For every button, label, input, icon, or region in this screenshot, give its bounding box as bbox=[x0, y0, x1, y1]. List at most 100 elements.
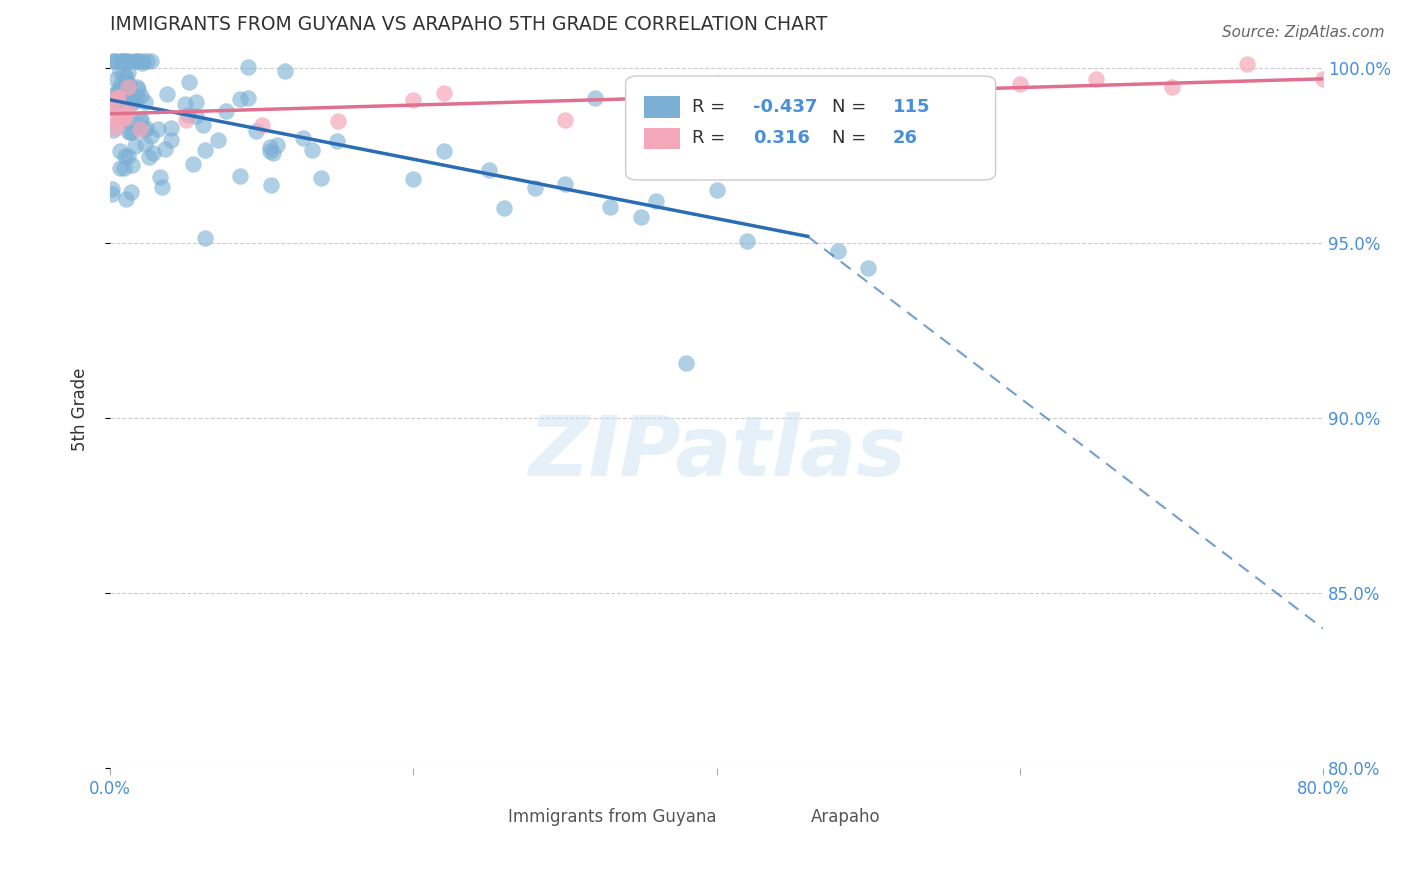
Point bbox=[291, 131, 314, 145]
Point bbox=[554, 177, 576, 191]
Point bbox=[583, 91, 606, 105]
Point bbox=[114, 70, 136, 85]
Text: R =: R = bbox=[692, 129, 731, 147]
Point bbox=[1236, 57, 1258, 71]
Point bbox=[104, 72, 127, 87]
Point bbox=[325, 135, 347, 149]
Point bbox=[139, 129, 162, 144]
Bar bbox=[644, 96, 681, 118]
Point bbox=[494, 201, 516, 215]
Point bbox=[599, 200, 621, 214]
Point bbox=[266, 137, 288, 152]
Point bbox=[402, 172, 425, 186]
Point bbox=[118, 125, 141, 139]
Point bbox=[135, 54, 157, 69]
Point bbox=[110, 54, 132, 69]
Point bbox=[122, 95, 145, 109]
Point bbox=[127, 117, 149, 131]
Point bbox=[103, 122, 125, 136]
Point bbox=[1008, 77, 1031, 91]
Point bbox=[554, 113, 576, 128]
Point bbox=[108, 90, 131, 104]
Point bbox=[103, 54, 125, 69]
Point bbox=[110, 76, 132, 90]
Point bbox=[114, 74, 136, 88]
Point bbox=[112, 67, 135, 81]
Point bbox=[149, 170, 172, 185]
Point bbox=[112, 161, 135, 175]
Point bbox=[121, 158, 143, 172]
Point bbox=[156, 87, 179, 101]
Point bbox=[706, 183, 728, 197]
Point bbox=[146, 121, 169, 136]
Point bbox=[238, 91, 260, 105]
Point bbox=[181, 157, 204, 171]
Point bbox=[103, 108, 125, 122]
Point bbox=[127, 82, 149, 96]
Point bbox=[104, 95, 127, 110]
Point bbox=[131, 54, 153, 69]
Point bbox=[160, 120, 183, 135]
Bar bbox=[644, 128, 681, 149]
Point bbox=[301, 143, 323, 157]
Point bbox=[159, 133, 181, 147]
Point bbox=[1084, 71, 1107, 86]
Point bbox=[101, 54, 124, 69]
Point bbox=[173, 97, 195, 112]
Point bbox=[125, 54, 148, 69]
Point bbox=[186, 95, 208, 109]
Point bbox=[125, 90, 148, 104]
Point bbox=[110, 144, 132, 158]
Text: 26: 26 bbox=[893, 129, 918, 147]
Point bbox=[215, 104, 238, 119]
Point bbox=[101, 182, 124, 196]
Point bbox=[177, 108, 200, 122]
Point bbox=[128, 54, 150, 69]
Point bbox=[153, 142, 176, 156]
Point bbox=[858, 260, 880, 275]
Point bbox=[706, 76, 728, 90]
Point bbox=[630, 211, 652, 225]
Point bbox=[100, 186, 122, 201]
Point bbox=[858, 86, 880, 100]
Point bbox=[138, 151, 160, 165]
Point bbox=[523, 181, 546, 195]
Point bbox=[827, 244, 849, 259]
Text: ZIPatlas: ZIPatlas bbox=[527, 412, 905, 493]
Point bbox=[274, 64, 297, 78]
Y-axis label: 5th Grade: 5th Grade bbox=[72, 368, 89, 451]
Point bbox=[114, 94, 136, 108]
Point bbox=[177, 75, 200, 89]
Point bbox=[184, 109, 207, 123]
Bar bbox=[772, 810, 801, 826]
Point bbox=[150, 179, 173, 194]
Point bbox=[107, 90, 129, 104]
Text: 115: 115 bbox=[893, 98, 929, 116]
Point bbox=[115, 54, 138, 69]
Point bbox=[1312, 72, 1334, 87]
Point bbox=[114, 192, 136, 206]
Point bbox=[1160, 80, 1182, 95]
Point bbox=[120, 185, 142, 199]
Point bbox=[134, 95, 156, 109]
Text: -0.437: -0.437 bbox=[754, 98, 817, 116]
Point bbox=[114, 106, 136, 120]
Point bbox=[259, 178, 281, 192]
Point bbox=[114, 111, 136, 125]
Point bbox=[326, 114, 349, 128]
Point bbox=[117, 65, 139, 79]
Point bbox=[111, 54, 134, 69]
Point bbox=[107, 89, 129, 103]
Point bbox=[129, 89, 152, 103]
Point bbox=[117, 103, 139, 117]
Point bbox=[105, 120, 128, 135]
Text: R =: R = bbox=[692, 98, 731, 116]
Point bbox=[114, 149, 136, 163]
Point bbox=[108, 112, 131, 127]
Text: Source: ZipAtlas.com: Source: ZipAtlas.com bbox=[1222, 25, 1385, 40]
Text: N =: N = bbox=[832, 98, 872, 116]
Point bbox=[114, 54, 136, 69]
Point bbox=[433, 144, 456, 158]
Point bbox=[478, 162, 501, 177]
Point bbox=[107, 113, 129, 128]
